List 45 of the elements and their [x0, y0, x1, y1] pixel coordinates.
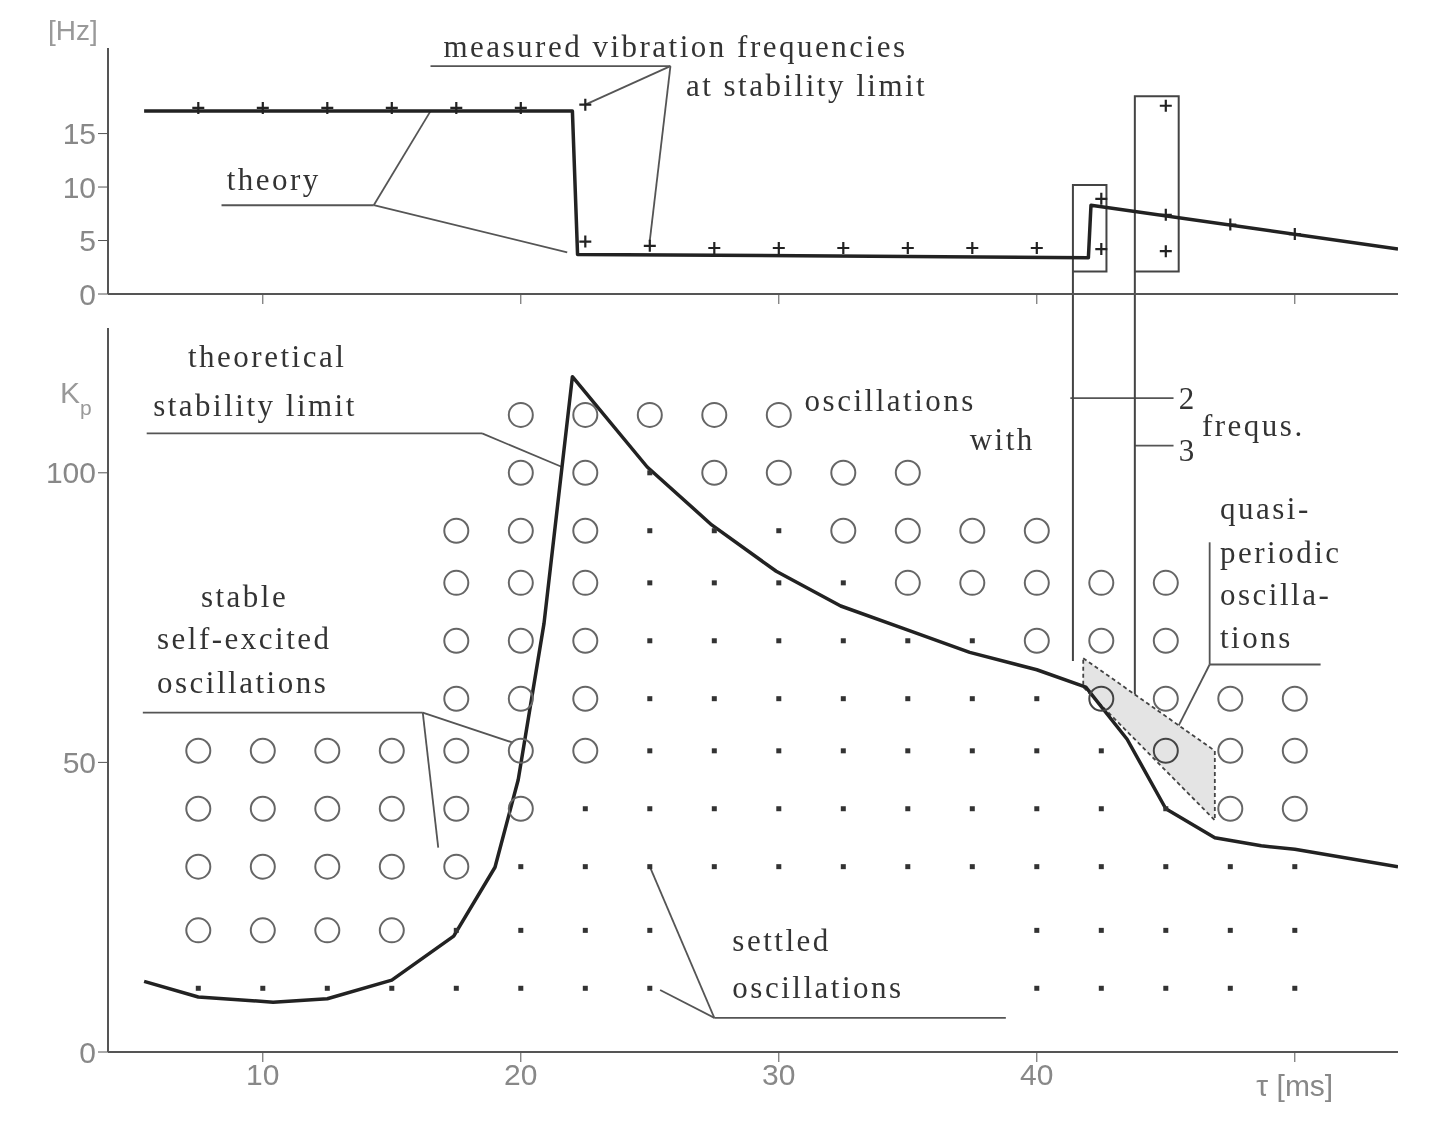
y-tick-label: 15: [62, 117, 96, 151]
annotation: theory: [226, 162, 321, 198]
y-tick-label: 0: [79, 277, 96, 311]
point: [578, 234, 593, 249]
y-tick-label: 50: [62, 746, 96, 780]
x-tick-label: 20: [504, 1058, 538, 1092]
annotation: theoretical stability limit: [153, 338, 357, 424]
x-tick-label: 40: [1020, 1058, 1054, 1092]
point: [255, 100, 270, 115]
point: [900, 240, 915, 256]
x-tick-label: 30: [762, 1058, 796, 1092]
point: [1158, 98, 1173, 113]
point: [1158, 244, 1173, 259]
point: [707, 240, 722, 256]
point: [191, 100, 206, 115]
y-axis-title: K$_{p}$: [60, 376, 92, 419]
point: [771, 240, 786, 256]
point: [965, 240, 980, 256]
x-tick-label: 10: [246, 1058, 280, 1092]
annotation: quasi- periodic oscilla- tions: [1219, 491, 1342, 656]
point: [1094, 191, 1109, 206]
y-tick-label: 10: [62, 170, 96, 204]
point: [578, 97, 593, 112]
line-series: [142, 374, 1398, 1004]
annotation: 3: [1178, 433, 1197, 469]
annotation: 2: [1178, 381, 1197, 417]
y-tick-label: 5: [79, 224, 96, 258]
annotation: oscillations with: [804, 382, 1035, 458]
annotation: stable self-excited oscillations: [157, 579, 332, 700]
y-tick-label: 100: [45, 456, 96, 490]
point: [449, 100, 464, 115]
point: [642, 238, 657, 253]
y-tick-label: 0: [79, 1035, 96, 1069]
x-axis-title: τ [ms]: [1256, 1069, 1334, 1102]
point: [1094, 241, 1109, 257]
point: [513, 100, 528, 115]
point: [1029, 240, 1044, 256]
annotation: settled oscillations: [732, 922, 904, 1006]
point: [1158, 207, 1173, 222]
point: [836, 240, 851, 256]
annotation: frequs.: [1201, 407, 1305, 443]
y-axis-title: [Hz]: [48, 15, 98, 46]
point: [384, 100, 399, 115]
annotation: measured vibration frequencies at stability limit: [443, 28, 928, 104]
point: [320, 100, 335, 115]
